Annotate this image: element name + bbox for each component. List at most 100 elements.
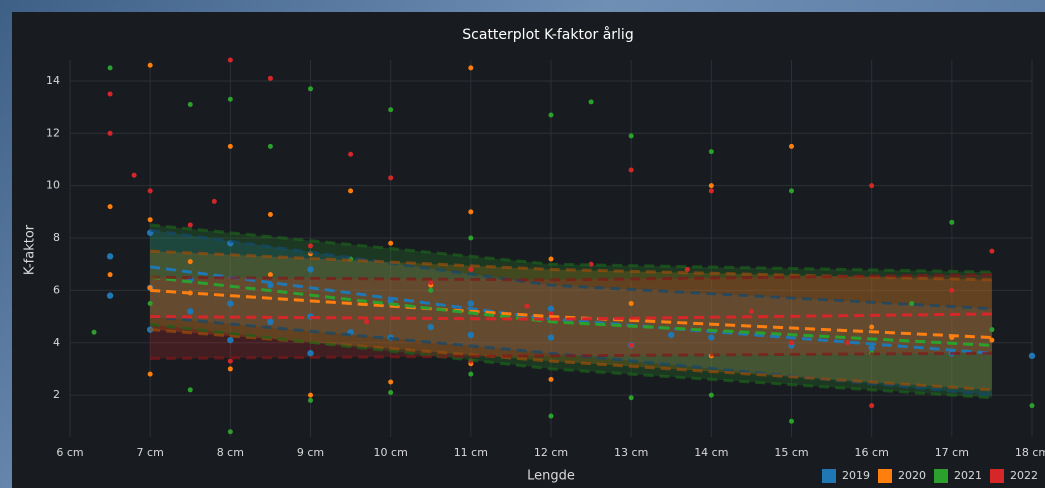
data-point	[187, 308, 193, 314]
data-point	[468, 372, 473, 377]
legend-label: 2022	[1010, 469, 1038, 482]
data-point	[388, 390, 393, 395]
data-point	[524, 304, 529, 309]
data-point	[629, 395, 634, 400]
data-point	[108, 131, 113, 136]
data-point	[364, 319, 369, 324]
data-point	[308, 398, 313, 403]
data-point	[148, 372, 153, 377]
data-point	[227, 300, 233, 306]
y-tick-label: 12	[46, 126, 60, 139]
data-point	[388, 107, 393, 112]
data-point	[108, 272, 113, 277]
x-tick-label: 7 cm	[137, 446, 164, 459]
data-point	[428, 288, 433, 293]
data-point	[228, 429, 233, 434]
data-point	[428, 324, 434, 330]
x-tick-label: 8 cm	[217, 446, 244, 459]
y-tick-label: 2	[53, 388, 60, 401]
data-point	[629, 167, 634, 172]
data-point	[1030, 403, 1035, 408]
x-axis-label: Lengde	[527, 469, 575, 484]
data-point	[228, 366, 233, 371]
chart: 24681012146 cm7 cm8 cm9 cm10 cm11 cm12 c…	[0, 0, 1045, 488]
data-point	[268, 272, 273, 277]
data-point	[989, 327, 994, 332]
data-point	[468, 236, 473, 241]
x-tick-label: 14 cm	[694, 446, 728, 459]
x-tick-label: 6 cm	[56, 446, 83, 459]
data-point	[709, 183, 714, 188]
legend-label: 2021	[954, 469, 982, 482]
data-point	[92, 330, 97, 335]
data-point	[308, 243, 313, 248]
data-point	[789, 419, 794, 424]
data-point	[708, 334, 714, 340]
data-point	[227, 337, 233, 343]
data-point	[188, 222, 193, 227]
data-point	[228, 144, 233, 149]
data-point	[549, 256, 554, 261]
data-point	[132, 173, 137, 178]
data-point	[629, 301, 634, 306]
data-point	[989, 249, 994, 254]
data-point	[428, 280, 433, 285]
y-tick-label: 10	[46, 179, 60, 192]
data-point	[709, 149, 714, 154]
y-tick-label: 6	[53, 283, 60, 296]
data-point	[549, 112, 554, 117]
data-point	[949, 220, 954, 225]
data-point	[107, 292, 113, 298]
data-point	[869, 183, 874, 188]
data-point	[148, 63, 153, 68]
data-point	[548, 334, 554, 340]
data-point	[307, 350, 313, 356]
data-point	[308, 86, 313, 91]
x-tick-label: 16 cm	[855, 446, 889, 459]
data-point	[629, 343, 634, 348]
data-point	[348, 152, 353, 157]
x-tick-label: 13 cm	[614, 446, 648, 459]
data-point	[868, 345, 874, 351]
y-axis-label: K-faktor	[23, 224, 38, 275]
legend-label: 2019	[842, 469, 870, 482]
data-point	[307, 266, 313, 272]
data-point	[108, 92, 113, 97]
data-point	[629, 133, 634, 138]
data-point	[148, 301, 153, 306]
data-point	[949, 288, 954, 293]
data-point	[388, 380, 393, 385]
data-point	[749, 309, 754, 314]
data-point	[909, 301, 914, 306]
data-point	[468, 267, 473, 272]
data-point	[668, 332, 674, 338]
legend-swatch	[934, 469, 948, 483]
data-point	[212, 199, 217, 204]
data-point	[108, 204, 113, 209]
data-point	[548, 306, 554, 312]
data-point	[789, 144, 794, 149]
y-tick-label: 8	[53, 231, 60, 244]
data-point	[107, 253, 113, 259]
data-point	[869, 325, 874, 330]
legend-label: 2020	[898, 469, 926, 482]
data-point	[188, 102, 193, 107]
y-tick-label: 4	[53, 336, 60, 349]
data-point	[108, 65, 113, 70]
legend-swatch	[990, 469, 1004, 483]
data-point	[268, 144, 273, 149]
data-point	[228, 97, 233, 102]
data-point	[468, 300, 474, 306]
data-point	[709, 393, 714, 398]
data-point	[188, 387, 193, 392]
data-point	[845, 340, 850, 345]
y-tick-label: 14	[46, 74, 60, 87]
data-point	[388, 241, 393, 246]
x-tick-label: 17 cm	[935, 446, 969, 459]
legend-swatch	[878, 469, 892, 483]
x-tick-label: 15 cm	[774, 446, 808, 459]
data-point	[789, 188, 794, 193]
x-tick-label: 12 cm	[534, 446, 568, 459]
x-tick-label: 11 cm	[454, 446, 488, 459]
x-tick-label: 10 cm	[374, 446, 408, 459]
